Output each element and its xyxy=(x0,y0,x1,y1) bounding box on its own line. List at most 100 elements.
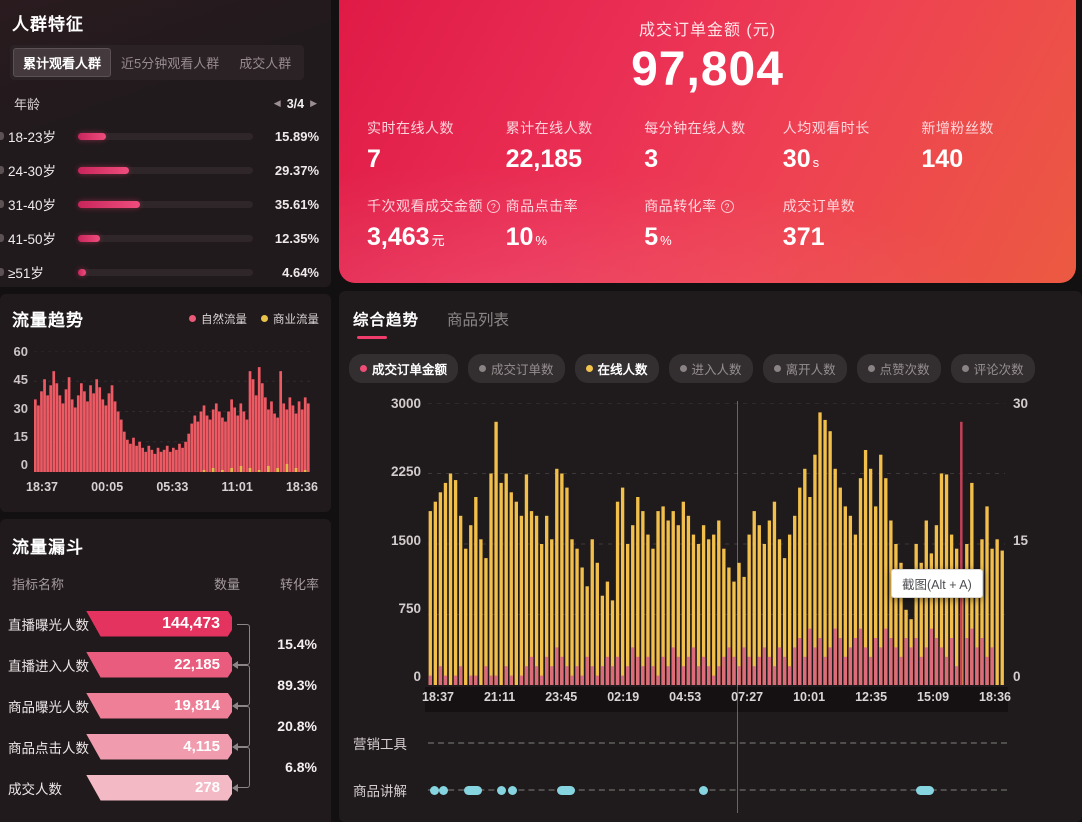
marketing-tools-timeline[interactable] xyxy=(428,737,1007,749)
hero-stat-unit: 元 xyxy=(431,233,445,248)
funnel-panel: 流量漏斗 指标名称 数量 转化率 直播曝光人数 144,473 直播进入人数 22,1… xyxy=(0,519,331,822)
tab-composite-trend[interactable]: 综合趋势 xyxy=(353,308,419,339)
x-tick-label: 18:36 xyxy=(285,480,318,494)
age-percent: 35.61% xyxy=(274,196,319,212)
help-icon[interactable]: ? xyxy=(720,199,734,213)
tab-cumulative-viewers[interactable]: 累计观看人群 xyxy=(13,48,112,77)
age-percent: 15.89% xyxy=(274,128,319,144)
chip-dot-icon xyxy=(961,365,969,372)
age-bar-fill xyxy=(78,234,100,242)
y-tick-label: 15 xyxy=(13,428,28,444)
funnel-bar: 278 xyxy=(86,774,232,801)
x-tick-label: 12:35 xyxy=(855,690,888,704)
y-tick-label: 30 xyxy=(13,400,28,416)
product-explain-timeline[interactable] xyxy=(428,784,1007,796)
gmv-amount: 97,804 xyxy=(631,43,784,96)
hero-stat: 人均观看时长 30 s xyxy=(783,118,922,174)
hero-stat-number: 371 xyxy=(782,223,825,251)
metric-chip[interactable]: 离开人数 xyxy=(762,354,847,383)
hero-stat: 千次观看成交金额? 3,463 元 xyxy=(367,196,506,252)
hero-stat-value: 140 xyxy=(921,145,1060,174)
hero-stat: 商品转化率? 5% xyxy=(644,196,783,252)
traffic-trend-legend: 自然流量 商业流量 xyxy=(189,311,319,327)
next-page-icon[interactable]: ▶ xyxy=(310,98,317,108)
metric-chip[interactable]: 成交订单金额 xyxy=(349,354,459,383)
tab-purchasers[interactable]: 成交人群 xyxy=(239,56,292,71)
y-tick-label: 2250 xyxy=(390,464,421,480)
funnel-header-metric: 指标名称 xyxy=(12,577,65,592)
bullet-icon xyxy=(0,234,4,242)
x-tick-label: 23:45 xyxy=(545,690,578,704)
prev-page-icon[interactable]: ◀ xyxy=(273,98,281,108)
hero-stat-label: 商品转化率? xyxy=(644,196,783,216)
legend-item[interactable]: 自然流量 xyxy=(189,311,247,327)
y-tick-label: 0 xyxy=(20,457,28,472)
traffic-trend-x-axis: 18:37 00:05 05:33 11:01 18:36 xyxy=(26,480,318,494)
age-row: 24-30岁 29.37% xyxy=(0,153,331,187)
legend-dot-icon xyxy=(189,315,196,322)
hero-stats-row-1: 实时在线人数 7 累计在线人数 22,185 每分钟在线人数 3 人均观看时长 30 s 新增粉丝… xyxy=(367,118,1060,174)
hero-stat-unit: % xyxy=(660,233,672,248)
age-bar-track xyxy=(78,268,253,276)
help-icon[interactable]: ? xyxy=(487,199,500,213)
chip-dot-icon xyxy=(773,365,781,372)
explain-dot[interactable] xyxy=(497,786,507,795)
funnel-row-label: 直播曝光人数 xyxy=(8,617,89,633)
metric-chips: 成交订单金额 成交订单数 在线人数 进入人数 离开人数 点赞次数 评论次数 xyxy=(349,354,1082,383)
metric-chip[interactable]: 点赞次数 xyxy=(856,354,941,383)
funnel-row-label: 直播进入人数 xyxy=(8,658,89,674)
metric-chip[interactable]: 成交订单数 xyxy=(468,354,565,383)
hero-stat-value: 5% xyxy=(644,223,783,252)
y-tick-label: 15 xyxy=(1013,532,1029,548)
hero-stat-label-text: 每分钟在线人数 xyxy=(644,120,746,136)
legend-item[interactable]: 商业流量 xyxy=(261,311,319,327)
hero-stat-number: 7 xyxy=(367,145,381,173)
x-tick-label: 04:53 xyxy=(669,690,702,704)
y-tick-label: 750 xyxy=(398,600,421,616)
traffic-trend-chart[interactable] xyxy=(34,350,310,472)
hero-stat-unit: s xyxy=(812,155,820,170)
explain-dot[interactable] xyxy=(508,786,518,795)
bullet-icon xyxy=(0,200,4,208)
hero-stat-value: 22,185 xyxy=(506,145,645,174)
big-chart-y-axis-right: 30 15 0 xyxy=(1013,396,1028,684)
hero-stat: 新增粉丝数 140 xyxy=(921,118,1060,174)
metric-chip[interactable]: 进入人数 xyxy=(668,354,753,383)
hero-stat-number: 30 xyxy=(782,145,811,173)
metric-chip[interactable]: 评论次数 xyxy=(950,354,1035,383)
big-chart-axis-strip xyxy=(425,687,1008,712)
tab-recent-5min-viewers[interactable]: 近5分钟观看人群 xyxy=(121,56,220,71)
age-label: 18-23岁 xyxy=(8,130,57,145)
metric-chip[interactable]: 在线人数 xyxy=(574,354,659,383)
audience-title: 人群特征 xyxy=(12,15,84,34)
explain-dot[interactable] xyxy=(464,786,483,795)
explain-dot[interactable] xyxy=(915,786,934,795)
explain-dot[interactable] xyxy=(439,786,448,795)
hero-kpi-panel: 成交订单金额 (元) 97,804 实时在线人数 7 累计在线人数 22,185 每分钟… xyxy=(339,0,1076,283)
funnel-bar: 19,814 xyxy=(86,692,232,719)
explain-dot[interactable] xyxy=(556,786,575,795)
age-bar-track xyxy=(78,234,253,242)
explain-dot[interactable] xyxy=(698,786,708,795)
hero-stat-label-text: 累计在线人数 xyxy=(505,120,593,136)
arrow-left-icon xyxy=(232,702,238,710)
funnel-connector xyxy=(232,665,250,710)
chip-label: 点赞次数 xyxy=(879,363,930,377)
funnel-bar: 22,185 xyxy=(86,651,232,678)
arrow-left-icon xyxy=(232,661,238,669)
hero-stat-label-text: 千次观看成交金额 xyxy=(367,198,483,214)
tab-product-list[interactable]: 商品列表 xyxy=(447,312,510,329)
funnel-row: 直播进入人数 22,185 xyxy=(0,644,331,685)
x-tick-label: 02:19 xyxy=(607,690,640,704)
funnel-body: 直播曝光人数 144,473 直播进入人数 22,185 商品曝光人数 19,814 商品点… xyxy=(0,603,331,808)
big-chart[interactable] xyxy=(428,402,1005,685)
arrow-left-icon xyxy=(232,743,238,751)
x-tick-label: 18:37 xyxy=(422,690,454,704)
explain-dot[interactable] xyxy=(429,786,439,795)
composite-trend-panel: 综合趋势 商品列表 成交订单金额 成交订单数 在线人数 进入人数 离开人数 点赞次数 评论次… xyxy=(339,291,1082,822)
funnel-title: 流量漏斗 xyxy=(12,538,84,557)
age-dimension-label: 年龄 xyxy=(14,97,41,112)
y-tick-label: 0 xyxy=(1013,669,1021,684)
funnel-row: 成交人数 278 xyxy=(0,767,331,808)
hero-stat-number: 3 xyxy=(644,145,659,173)
